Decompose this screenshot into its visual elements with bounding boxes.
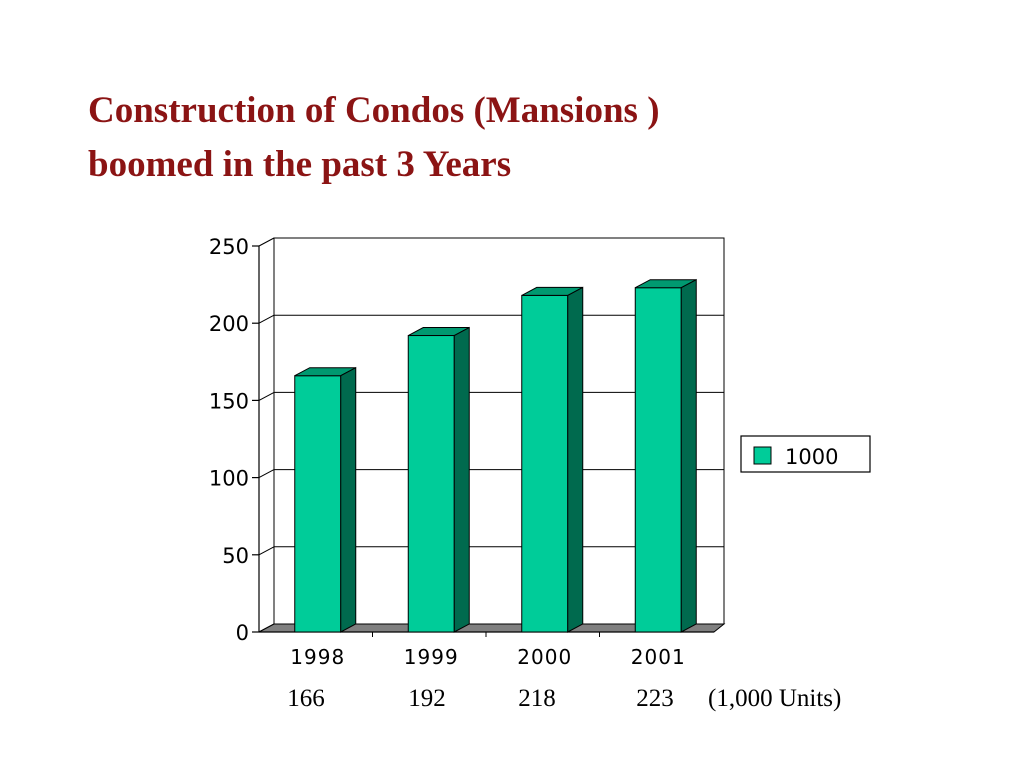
bar-side (567, 286, 584, 633)
y-tick-label: 200 (209, 312, 249, 336)
side-wall-line (258, 391, 275, 401)
y-tick-label: 150 (209, 389, 249, 413)
y-tick-label: 50 (222, 544, 249, 568)
value-label: 218 (518, 685, 556, 712)
bar (407, 335, 455, 633)
value-label: 223 (636, 685, 674, 712)
bar (521, 294, 569, 633)
bar-side (453, 326, 470, 633)
side-wall-line (258, 314, 275, 324)
bar (634, 287, 682, 633)
y-tick-label: 100 (209, 467, 249, 491)
bar (294, 375, 342, 633)
chart-title: Construction of Condos (Mansions ) boome… (88, 84, 948, 192)
x-tick-label: 2001 (631, 645, 686, 669)
x-tick-label: 1999 (404, 645, 459, 669)
side-wall-line (258, 469, 275, 479)
bar-side (680, 278, 697, 633)
side-wall-line (258, 546, 275, 556)
y-tick-label: 0 (236, 621, 249, 645)
chart-title-line-2: boomed in the past 3 Years (88, 144, 512, 185)
value-label: 166 (287, 685, 325, 712)
chart-title-line-1: Construction of Condos (Mansions ) (88, 90, 660, 131)
units-note: (1,000 Units) (708, 685, 841, 712)
x-tick-label: 2000 (517, 645, 572, 669)
value-label: 192 (408, 685, 446, 712)
legend-swatch (753, 446, 772, 465)
legend-label: 1000 (785, 445, 838, 469)
side-wall-line (258, 237, 275, 247)
bar-side (340, 366, 357, 633)
x-tick-label: 1998 (290, 645, 345, 669)
y-tick-label: 250 (209, 235, 249, 259)
